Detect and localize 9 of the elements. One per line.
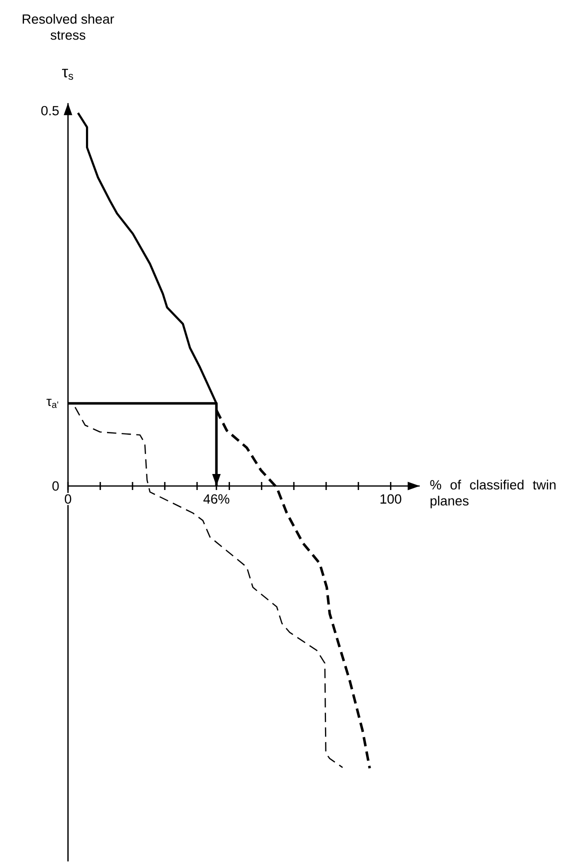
- y-axis-title: Resolved shear stress: [22, 14, 114, 40]
- y-tick-label: τ$_{a'}$: [46, 398, 58, 408]
- x-axis-title: % of classified twin planes: [430, 480, 556, 508]
- x-tick-label: 0: [64, 494, 72, 504]
- y-tick-label: 0: [52, 481, 59, 491]
- text: τ$_{s}$: [62, 68, 73, 80]
- x-tick-label: 46%: [203, 494, 230, 504]
- y-tick-label: 0.5: [41, 106, 59, 116]
- x-tick-label: 100: [380, 494, 402, 504]
